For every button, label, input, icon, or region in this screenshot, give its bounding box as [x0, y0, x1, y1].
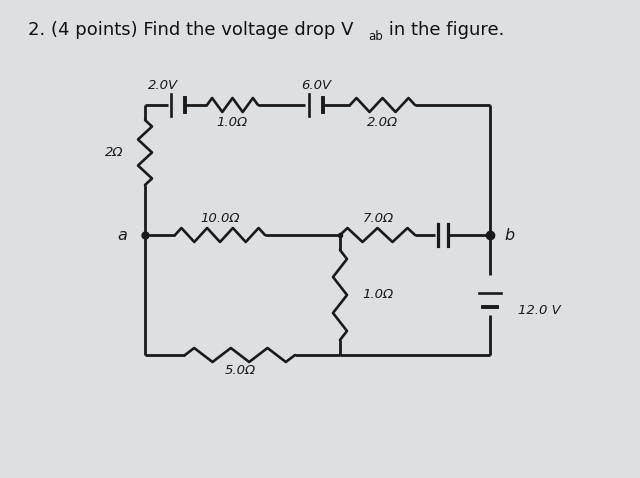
Text: 2.0Ω: 2.0Ω [367, 116, 399, 129]
Text: ab: ab [368, 30, 383, 43]
Text: 5.0Ω: 5.0Ω [225, 365, 255, 378]
Text: 2Ω: 2Ω [104, 146, 123, 160]
Text: 1.0Ω: 1.0Ω [362, 289, 393, 302]
Text: 6.0V: 6.0V [301, 78, 331, 91]
Text: 1.0Ω: 1.0Ω [216, 116, 248, 129]
Text: 10.0Ω: 10.0Ω [200, 213, 240, 226]
Text: b: b [504, 228, 514, 242]
Text: 2. (4 points) Find the voltage drop V: 2. (4 points) Find the voltage drop V [28, 21, 353, 39]
Text: in the figure.: in the figure. [383, 21, 504, 39]
Text: 2.0V: 2.0V [148, 78, 178, 91]
Text: 12.0 V: 12.0 V [518, 304, 561, 316]
Text: a: a [117, 228, 127, 242]
Text: 7.0Ω: 7.0Ω [362, 213, 394, 226]
